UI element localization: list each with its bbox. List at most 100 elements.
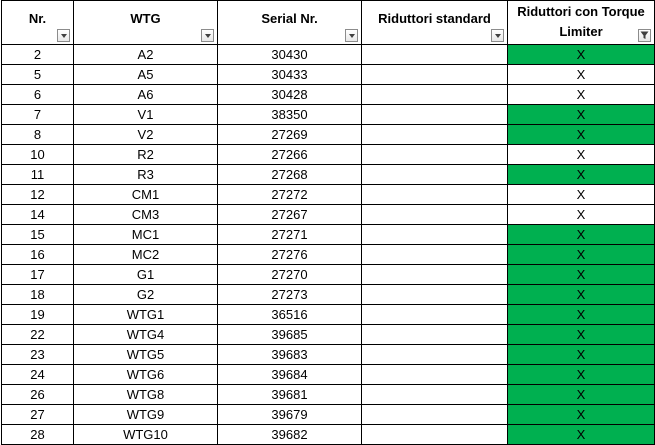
cell-nr[interactable]: 27 <box>1 404 74 425</box>
cell-riduttori-standard[interactable] <box>361 344 508 365</box>
cell-serial-nr[interactable]: 39684 <box>217 364 362 385</box>
cell-riduttori-standard[interactable] <box>361 104 508 125</box>
cell-wtg[interactable]: V2 <box>73 124 218 145</box>
cell-riduttori-standard[interactable] <box>361 404 508 425</box>
cell-serial-nr[interactable]: 27276 <box>217 244 362 265</box>
cell-riduttori-standard[interactable] <box>361 184 508 205</box>
cell-torque-limiter[interactable]: X <box>507 404 655 425</box>
cell-serial-nr[interactable]: 27268 <box>217 164 362 185</box>
header-nr[interactable]: Nr. <box>1 0 74 45</box>
dropdown-arrow-icon[interactable] <box>345 29 358 42</box>
cell-nr[interactable]: 11 <box>1 164 74 185</box>
cell-torque-limiter[interactable]: X <box>507 284 655 305</box>
cell-riduttori-standard[interactable] <box>361 244 508 265</box>
header-riduttori-standard[interactable]: Riduttori standard <box>361 0 508 45</box>
cell-riduttori-standard[interactable] <box>361 84 508 105</box>
cell-nr[interactable]: 7 <box>1 104 74 125</box>
cell-riduttori-standard[interactable] <box>361 164 508 185</box>
cell-serial-nr[interactable]: 30428 <box>217 84 362 105</box>
cell-wtg[interactable]: V1 <box>73 104 218 125</box>
cell-torque-limiter[interactable]: X <box>507 144 655 165</box>
cell-nr[interactable]: 24 <box>1 364 74 385</box>
cell-riduttori-standard[interactable] <box>361 64 508 85</box>
cell-riduttori-standard[interactable] <box>361 124 508 145</box>
cell-serial-nr[interactable]: 27270 <box>217 264 362 285</box>
cell-riduttori-standard[interactable] <box>361 364 508 385</box>
cell-serial-nr[interactable]: 39685 <box>217 324 362 345</box>
cell-wtg[interactable]: R3 <box>73 164 218 185</box>
cell-wtg[interactable]: CM3 <box>73 204 218 225</box>
cell-serial-nr[interactable]: 30430 <box>217 44 362 65</box>
cell-wtg[interactable]: G1 <box>73 264 218 285</box>
cell-serial-nr[interactable]: 38350 <box>217 104 362 125</box>
cell-wtg[interactable]: CM1 <box>73 184 218 205</box>
dropdown-arrow-icon[interactable] <box>201 29 214 42</box>
cell-torque-limiter[interactable]: X <box>507 44 655 65</box>
cell-torque-limiter[interactable]: X <box>507 124 655 145</box>
cell-torque-limiter[interactable]: X <box>507 84 655 105</box>
cell-wtg[interactable]: WTG5 <box>73 344 218 365</box>
cell-wtg[interactable]: G2 <box>73 284 218 305</box>
cell-serial-nr[interactable]: 27273 <box>217 284 362 305</box>
cell-torque-limiter[interactable]: X <box>507 264 655 285</box>
cell-nr[interactable]: 2 <box>1 44 74 65</box>
cell-torque-limiter[interactable]: X <box>507 304 655 325</box>
cell-riduttori-standard[interactable] <box>361 424 508 445</box>
header-serial-nr[interactable]: Serial Nr. <box>217 0 362 45</box>
cell-wtg[interactable]: WTG10 <box>73 424 218 445</box>
cell-wtg[interactable]: R2 <box>73 144 218 165</box>
cell-riduttori-standard[interactable] <box>361 144 508 165</box>
cell-riduttori-standard[interactable] <box>361 44 508 65</box>
header-riduttori-torque-limiter[interactable]: Riduttori con Torque Limiter <box>507 0 655 45</box>
cell-torque-limiter[interactable]: X <box>507 384 655 405</box>
cell-wtg[interactable]: WTG9 <box>73 404 218 425</box>
cell-riduttori-standard[interactable] <box>361 204 508 225</box>
cell-serial-nr[interactable]: 39679 <box>217 404 362 425</box>
cell-nr[interactable]: 12 <box>1 184 74 205</box>
cell-nr[interactable]: 8 <box>1 124 74 145</box>
cell-riduttori-standard[interactable] <box>361 384 508 405</box>
cell-wtg[interactable]: A5 <box>73 64 218 85</box>
cell-serial-nr[interactable]: 27271 <box>217 224 362 245</box>
cell-serial-nr[interactable]: 39681 <box>217 384 362 405</box>
cell-wtg[interactable]: MC1 <box>73 224 218 245</box>
cell-torque-limiter[interactable]: X <box>507 164 655 185</box>
cell-serial-nr[interactable]: 36516 <box>217 304 362 325</box>
cell-nr[interactable]: 19 <box>1 304 74 325</box>
header-wtg[interactable]: WTG <box>73 0 218 45</box>
cell-torque-limiter[interactable]: X <box>507 104 655 125</box>
cell-riduttori-standard[interactable] <box>361 224 508 245</box>
cell-serial-nr[interactable]: 30433 <box>217 64 362 85</box>
cell-riduttori-standard[interactable] <box>361 304 508 325</box>
cell-nr[interactable]: 23 <box>1 344 74 365</box>
cell-nr[interactable]: 6 <box>1 84 74 105</box>
cell-wtg[interactable]: WTG8 <box>73 384 218 405</box>
cell-nr[interactable]: 14 <box>1 204 74 225</box>
cell-wtg[interactable]: WTG1 <box>73 304 218 325</box>
cell-nr[interactable]: 16 <box>1 244 74 265</box>
cell-nr[interactable]: 5 <box>1 64 74 85</box>
cell-serial-nr[interactable]: 39683 <box>217 344 362 365</box>
cell-wtg[interactable]: WTG6 <box>73 364 218 385</box>
cell-nr[interactable]: 22 <box>1 324 74 345</box>
cell-torque-limiter[interactable]: X <box>507 424 655 445</box>
cell-nr[interactable]: 18 <box>1 284 74 305</box>
cell-wtg[interactable]: A2 <box>73 44 218 65</box>
cell-nr[interactable]: 10 <box>1 144 74 165</box>
cell-torque-limiter[interactable]: X <box>507 344 655 365</box>
cell-wtg[interactable]: WTG4 <box>73 324 218 345</box>
cell-nr[interactable]: 28 <box>1 424 74 445</box>
cell-serial-nr[interactable]: 27269 <box>217 124 362 145</box>
cell-serial-nr[interactable]: 27266 <box>217 144 362 165</box>
cell-riduttori-standard[interactable] <box>361 284 508 305</box>
cell-serial-nr[interactable]: 39682 <box>217 424 362 445</box>
cell-torque-limiter[interactable]: X <box>507 64 655 85</box>
cell-nr[interactable]: 17 <box>1 264 74 285</box>
cell-torque-limiter[interactable]: X <box>507 364 655 385</box>
cell-wtg[interactable]: MC2 <box>73 244 218 265</box>
cell-nr[interactable]: 15 <box>1 224 74 245</box>
cell-torque-limiter[interactable]: X <box>507 224 655 245</box>
cell-torque-limiter[interactable]: X <box>507 184 655 205</box>
cell-wtg[interactable]: A6 <box>73 84 218 105</box>
cell-riduttori-standard[interactable] <box>361 264 508 285</box>
